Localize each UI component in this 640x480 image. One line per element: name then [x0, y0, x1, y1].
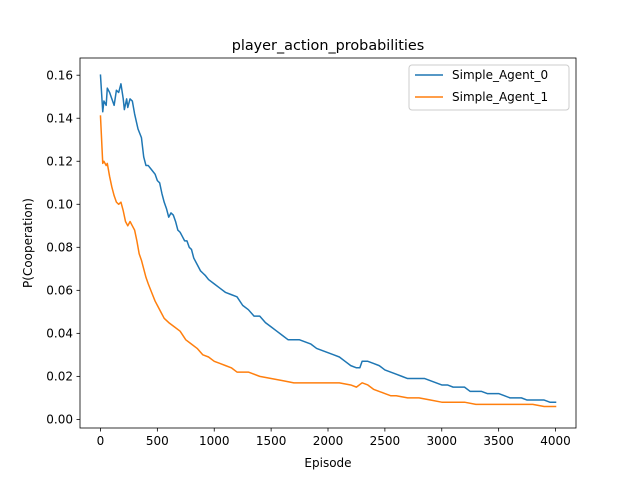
- y-axis-label: P(Cooperation): [21, 198, 35, 288]
- x-tick-label: 2500: [370, 434, 401, 448]
- y-tick-label: 0.14: [46, 112, 73, 126]
- legend-label-simple-agent-0: Simple_Agent_0: [452, 68, 548, 82]
- y-tick-label: 0.00: [46, 413, 73, 427]
- y-axis: 0.00 0.02 0.04 0.06 0.08 0.10 0.12 0.14 0.16: [46, 69, 80, 427]
- y-tick-label: 0.04: [46, 327, 73, 341]
- x-tick-label: 0: [97, 434, 105, 448]
- x-tick-label: 3000: [426, 434, 457, 448]
- legend-box: [408, 64, 570, 111]
- x-tick-label: 1000: [199, 434, 230, 448]
- series-layer: [99, 74, 557, 408]
- y-tick-label: 0.10: [46, 198, 73, 212]
- x-axis: 0 500 1000 1500 2000 2500 3000 3500 4000: [97, 428, 571, 448]
- y-tick-label: 0.16: [46, 69, 73, 83]
- x-tick-label: 2000: [313, 434, 344, 448]
- chart-title: player_action_probabilities: [232, 38, 425, 54]
- x-tick-label: 500: [146, 434, 169, 448]
- legend: Simple_Agent_0 Simple_Agent_1: [408, 64, 570, 111]
- x-tick-label: 1500: [256, 434, 287, 448]
- y-tick-label: 0.12: [46, 155, 73, 169]
- y-tick-label: 0.08: [46, 241, 73, 255]
- series-line-simple-agent-1: [99, 115, 557, 408]
- x-axis-label: Episode: [304, 456, 351, 470]
- x-tick-label: 4000: [540, 434, 571, 448]
- y-tick-label: 0.06: [46, 284, 73, 298]
- y-tick-label: 0.02: [46, 370, 73, 384]
- plot-area: 0 500 1000 1500 2000 2500 3000 3500 4000 0.000.0…: [46, 57, 577, 448]
- legend-label-simple-agent-1: Simple_Agent_1: [452, 90, 548, 104]
- x-tick-label: 3500: [483, 434, 514, 448]
- series-line-simple-agent-0: [99, 74, 557, 403]
